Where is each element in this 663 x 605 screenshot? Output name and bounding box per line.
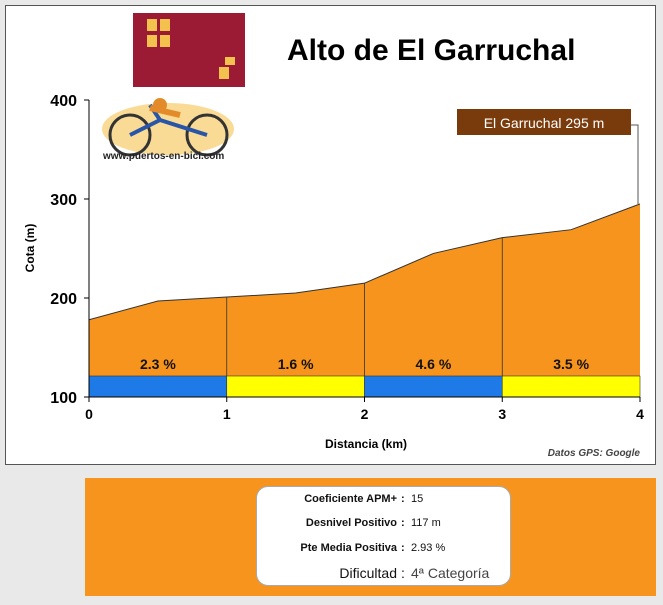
stat-value: 117 m (411, 517, 441, 529)
gradient-bar (226, 375, 365, 398)
region-flag (133, 13, 245, 87)
stat-separator: : (401, 565, 405, 581)
stat-label: Dificultad (339, 565, 397, 581)
x-tick-label: 4 (636, 406, 644, 422)
website-label: www.puertos-en-bici.com (102, 151, 224, 162)
gradient-bar (88, 375, 228, 398)
x-tick-label: 0 (85, 406, 93, 422)
x-tick-label: 1 (223, 406, 231, 422)
stat-separator: : (401, 542, 405, 554)
y-tick-label: 300 (50, 192, 77, 209)
gps-credit: Datos GPS: Google (548, 448, 641, 459)
summit-label: El Garruchal 295 m (484, 115, 605, 131)
cyclist-logo (102, 98, 234, 157)
gradient-label: 2.3 % (140, 356, 176, 372)
summit-label-box (457, 109, 631, 135)
castle-crown-icon (147, 19, 235, 79)
y-axis-label: Cota (m) (23, 224, 37, 273)
page-title: Alto de El Garruchal (287, 34, 576, 67)
stat-label: Desnivel Positivo (305, 517, 397, 529)
x-axis-label: Distancia (km) (325, 437, 407, 451)
stat-label: Coeficiente APM+ (304, 493, 397, 505)
x-tick-label: 2 (361, 406, 369, 422)
gradient-label: 1.6 % (278, 356, 314, 372)
gradient-label: 4.6 % (415, 356, 451, 372)
stat-separator: : (401, 493, 405, 505)
gradient-bar (364, 375, 503, 398)
stat-value: 4ª Categoría (411, 565, 490, 581)
gradient-bar (501, 375, 641, 398)
gradient-label: 3.5 % (553, 356, 589, 372)
x-tick-label: 3 (498, 406, 506, 422)
y-tick-label: 200 (50, 291, 77, 308)
y-tick-label: 100 (50, 390, 77, 407)
stat-value: 2.93 % (411, 542, 446, 554)
stat-label: Pte Media Positiva (300, 542, 397, 554)
stat-separator: : (401, 517, 405, 529)
y-tick-label: 400 (50, 93, 77, 110)
stats-box: Coeficiente APM+:15 Desnivel Positivo:117… (256, 486, 511, 586)
summit-leader (631, 124, 639, 204)
stat-value: 15 (411, 493, 424, 505)
